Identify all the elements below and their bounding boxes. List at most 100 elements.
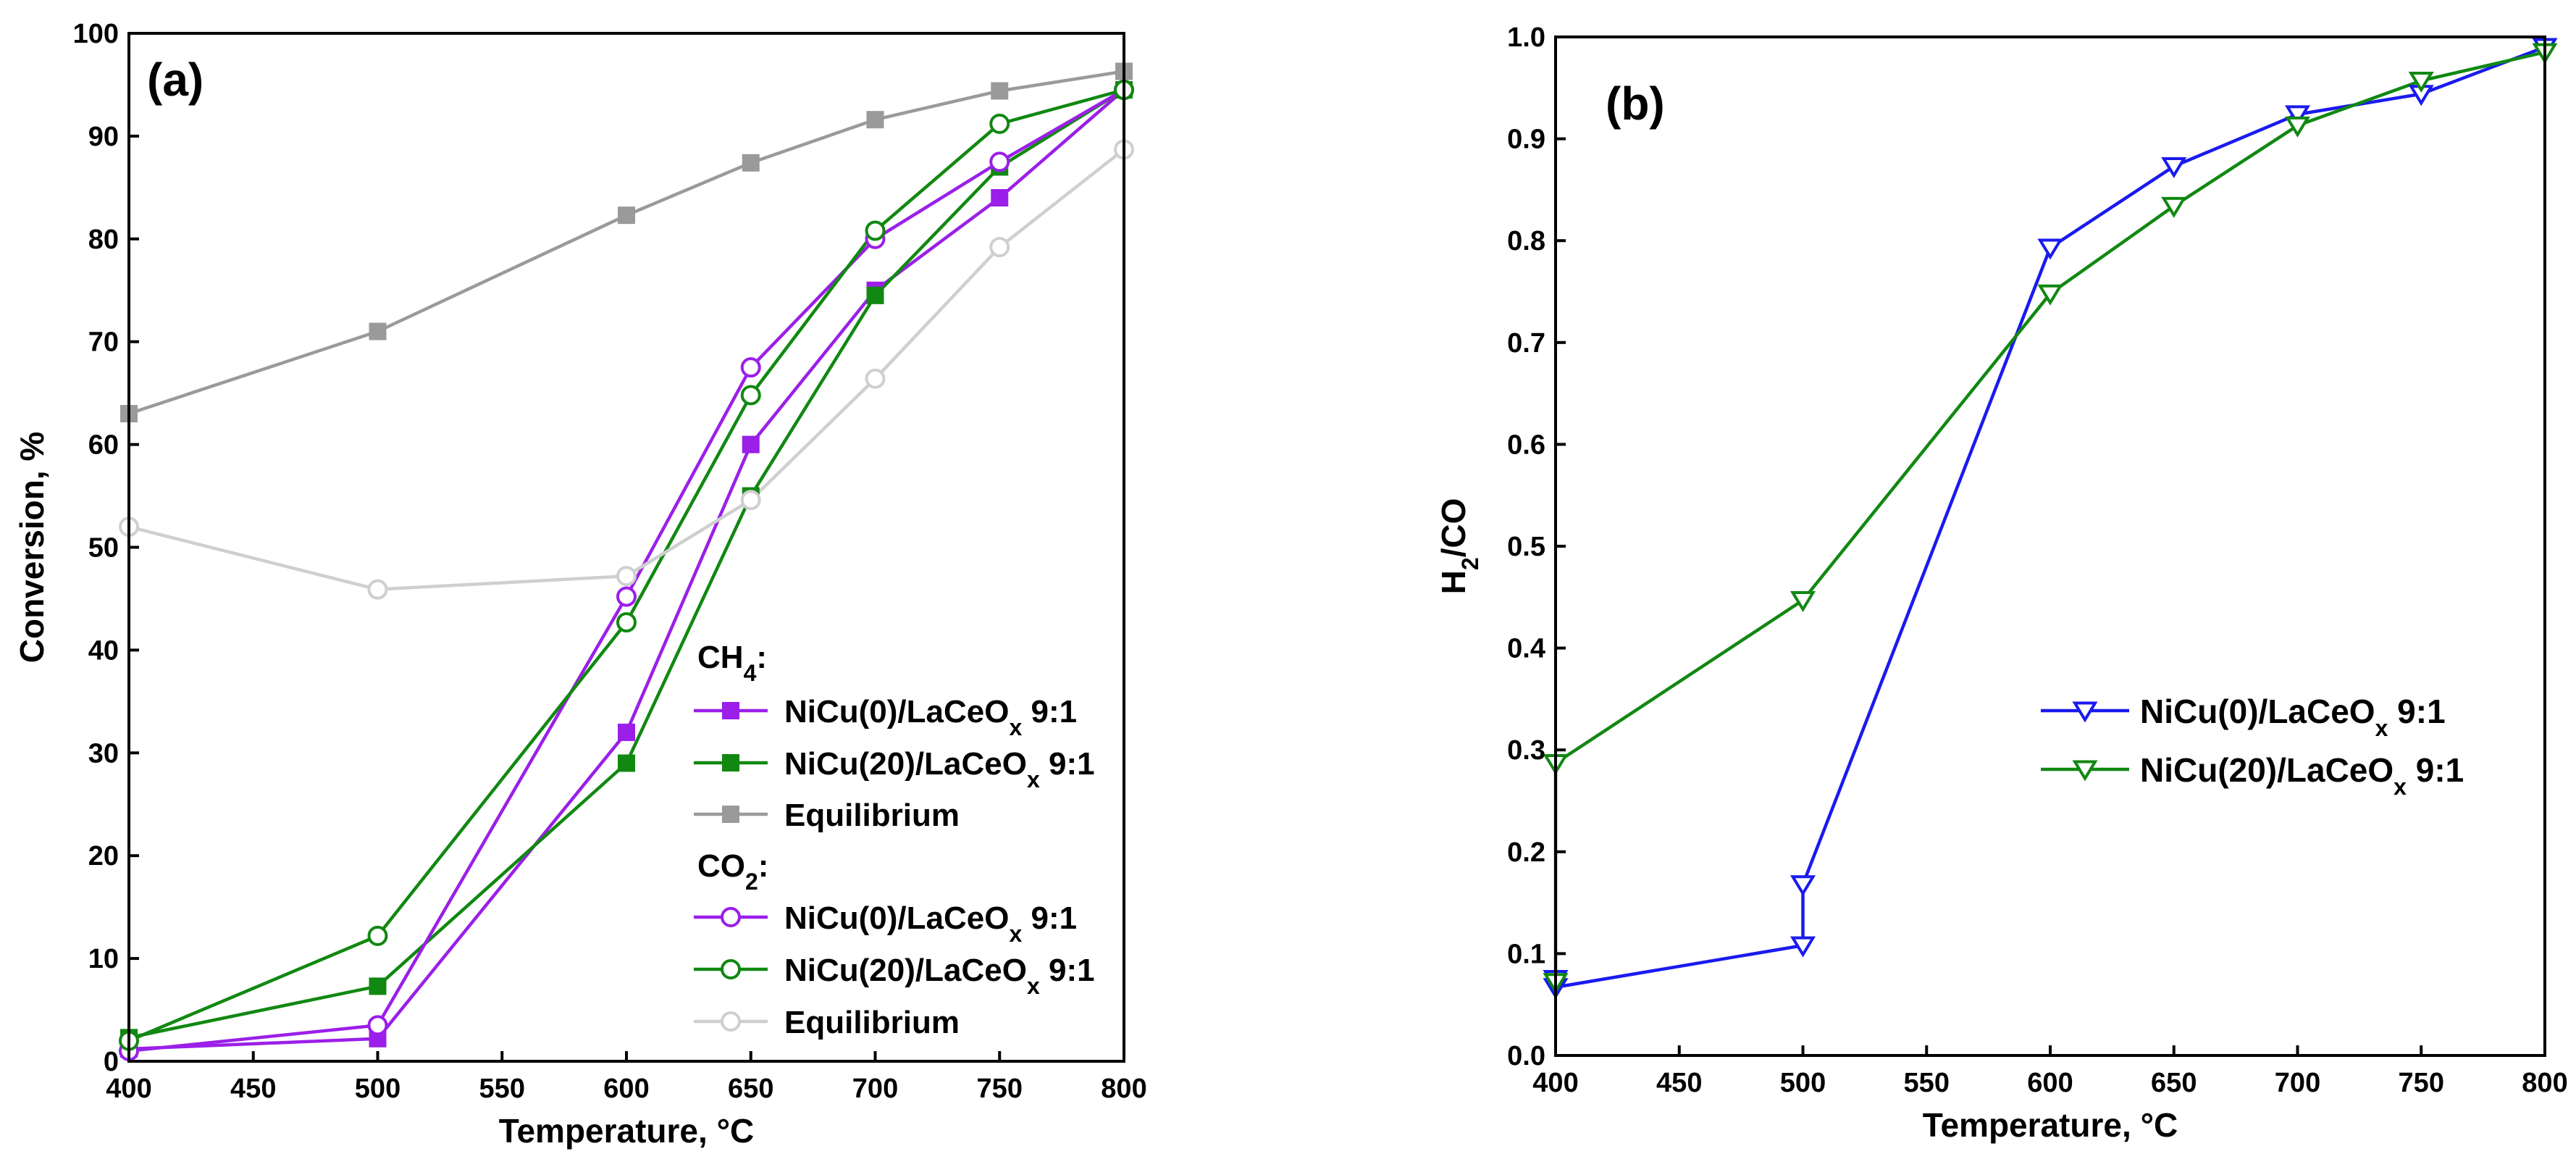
panel-b-series-layer (1543, 38, 2558, 1000)
b-x-tick-label: 800 (2522, 1068, 2567, 1098)
a-series-3-point (367, 1015, 388, 1036)
panel-a-legend-entry-label: NiCu(20)/LaCeOx 9:1 (784, 746, 1095, 793)
panel-a-legend-entry-label: Equilibrium (784, 1005, 960, 1040)
a-y-tick-label: 30 (88, 738, 119, 769)
panel-a-legend: CH4: CO2: NiCu(0)/LaCeOx 9:1 NiCu(20)/LaCeO… (694, 640, 1095, 1040)
a-series-2-point (991, 82, 1009, 100)
panel-a-legend-co2-heading: CO2: (697, 848, 768, 895)
a-series-3-point (616, 586, 637, 607)
a-series-4-point (865, 220, 886, 241)
b-series-0-point (1790, 936, 1816, 958)
a-series-2-point (369, 322, 387, 340)
a-series-2-line (128, 70, 1125, 416)
a-y-tick-label: 80 (88, 225, 119, 255)
a-x-tick-label: 500 (355, 1074, 400, 1104)
a-series-5-point (865, 368, 886, 389)
a-series-5-point (616, 566, 637, 587)
a-series-0-point (742, 435, 760, 453)
a-series-3-point (989, 151, 1010, 172)
b-series-1-point (2037, 284, 2063, 306)
a-y-tick-label: 60 (88, 430, 119, 461)
panel-b-y-axis-title: H2/CO (1435, 498, 1483, 595)
b-y-tick-label: 0.6 (1507, 430, 1545, 460)
panel-b-chart: 400 450 500 550 600 650 700 750 800 0.0 0.1 0.2 0.3 0… (1435, 22, 2568, 1144)
panel-b-legend-swatch-marker (2072, 760, 2098, 782)
b-y-tick-label: 0.4 (1507, 634, 1545, 664)
b-series-1-point (2284, 116, 2311, 138)
panel-a-legend-entry-label: NiCu(0)/LaCeOx 9:1 (784, 900, 1077, 947)
b-x-tick-label: 600 (2027, 1068, 2073, 1098)
b-y-tick-label: 0.5 (1507, 532, 1545, 562)
a-series-4-point (367, 925, 388, 946)
b-x-tick-label: 450 (1656, 1068, 1702, 1098)
b-series-1-line (1553, 50, 2546, 982)
a-series-2-point (866, 111, 884, 129)
panel-b-legend-entry-label: NiCu(0)/LaCeOx 9:1 (2140, 693, 2446, 741)
a-series-1-point (866, 286, 884, 304)
a-y-tick-label: 20 (88, 841, 119, 871)
panel-b-y-axis-title-main: H (1435, 570, 1472, 594)
b-y-tick-label: 0.2 (1507, 837, 1545, 868)
panel-a-legend-swatch-marker (722, 754, 739, 772)
panel-b-legend-entry-label: NiCu(20)/LaCeOx 9:1 (2140, 751, 2464, 800)
b-x-tick-label: 700 (2275, 1068, 2320, 1098)
a-y-tick-label: 100 (73, 19, 119, 49)
panel-b-axis-ticks: 400 450 500 550 600 650 700 750 800 0.0 0.1 0.2 0.3 0… (1507, 22, 2568, 1098)
a-series-1-point (618, 754, 635, 772)
b-y-tick-label: 0.3 (1507, 735, 1545, 766)
a-series-4-point (616, 612, 637, 633)
panel-a-series-layer (119, 62, 1134, 1061)
a-x-tick-label: 550 (479, 1074, 525, 1104)
a-series-5-point (740, 490, 761, 511)
panel-a-axis-ticks: 400 450 500 550 600 650 700 750 800 0 10 20 30 40 50 60… (73, 19, 1147, 1104)
b-series-1-point (2408, 71, 2434, 93)
panel-b-legend: NiCu(0)/LaCeOx 9:1 NiCu(20)/LaCeOx 9:1 (2041, 693, 2464, 800)
a-x-tick-label: 450 (230, 1074, 276, 1104)
panel-b-y-axis-title-tail: /CO (1435, 498, 1472, 558)
panel-a-legend-ch4-heading: CH4: (697, 640, 767, 686)
a-y-tick-label: 0 (104, 1047, 119, 1077)
panel-a-legend-entry-label: NiCu(20)/LaCeOx 9:1 (784, 953, 1095, 999)
b-series-0-point (2284, 105, 2311, 127)
a-series-4-point (989, 113, 1010, 134)
panel-a-legend-swatch-marker (722, 806, 739, 823)
b-series-1-point (1790, 591, 1816, 612)
a-y-tick-label: 40 (88, 635, 119, 666)
b-x-tick-label: 750 (2399, 1068, 2444, 1098)
b-series-0-point (2037, 238, 2063, 260)
b-y-tick-label: 0.1 (1507, 939, 1545, 969)
panel-b-x-axis-title: Temperature, °C (1923, 1106, 2178, 1144)
a-y-tick-label: 70 (88, 327, 119, 358)
b-y-tick-label: 0.8 (1507, 226, 1545, 256)
b-y-tick-label: 0.7 (1507, 328, 1545, 359)
b-x-tick-label: 500 (1780, 1068, 1826, 1098)
panel-a-x-axis-title: Temperature, °C (499, 1112, 754, 1150)
a-series-0-point (618, 723, 635, 741)
a-series-3-point (740, 357, 761, 378)
a-x-tick-label: 700 (852, 1074, 898, 1104)
panel-a-legend-swatch-marker (721, 959, 741, 979)
panel-a-chart: 400 450 500 550 600 650 700 750 800 0 10 20 30 40 50 60… (13, 19, 1147, 1150)
b-x-tick-label: 400 (1532, 1068, 1578, 1098)
b-x-tick-label: 550 (1904, 1068, 1950, 1098)
a-x-tick-label: 750 (977, 1074, 1023, 1104)
a-y-tick-label: 50 (88, 533, 119, 564)
a-series-1-point (369, 977, 387, 995)
a-x-tick-label: 600 (603, 1074, 649, 1104)
panel-b-legend-swatch-marker (2072, 701, 2098, 723)
panel-b-label: (b) (1606, 78, 1665, 130)
panel-a-legend-entry-label: NiCu(0)/LaCeOx 9:1 (784, 694, 1077, 740)
b-y-tick-label: 1.0 (1507, 22, 1545, 53)
a-y-tick-label: 90 (88, 122, 119, 152)
b-x-tick-label: 650 (2151, 1068, 2197, 1098)
b-series-1-point (2161, 196, 2187, 218)
b-series-0-line (1553, 45, 2546, 990)
panel-a-legend-swatch-marker (722, 702, 739, 719)
panel-a-legend-swatch-marker (721, 1011, 741, 1032)
b-series-0-point (1790, 875, 1816, 897)
a-series-0-point (991, 189, 1009, 207)
a-x-tick-label: 400 (106, 1074, 151, 1104)
panel-a-y-axis-title: Conversion, % (13, 432, 51, 664)
b-y-tick-label: 0.0 (1507, 1041, 1545, 1071)
